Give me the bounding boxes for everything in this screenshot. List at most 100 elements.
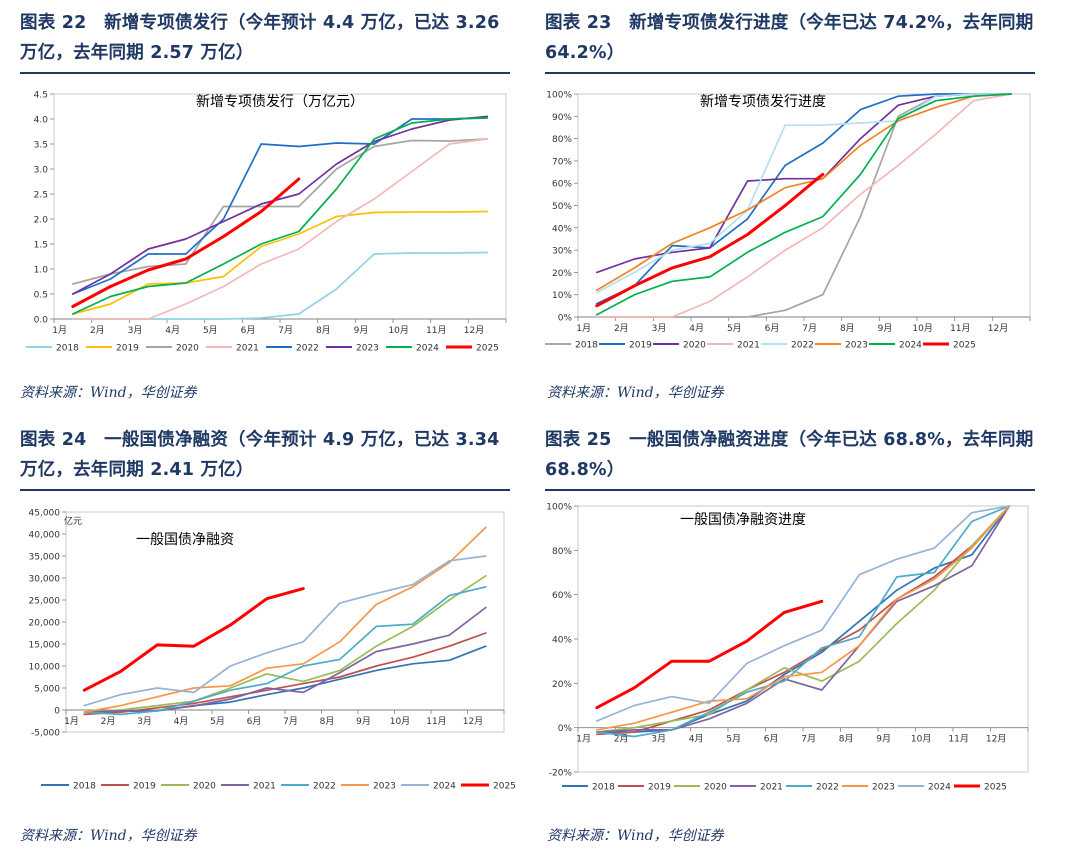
- legend-label-2023: 2023: [356, 344, 379, 354]
- series-line-2025: [595, 599, 824, 710]
- y-tick-label: 3.0: [34, 166, 49, 176]
- x-tick-label: 6月: [241, 325, 256, 336]
- x-tick-label: 8月: [840, 323, 855, 334]
- series-line-2025: [71, 177, 301, 308]
- legend-label-2023: 2023: [845, 341, 868, 351]
- y-tick-label: 4.5: [34, 91, 48, 101]
- legend-label-2021: 2021: [236, 344, 259, 354]
- series-line-2021: [83, 606, 487, 714]
- x-tick-label: 4月: [174, 716, 189, 727]
- x-tick-label: 1月: [52, 325, 67, 336]
- series-line-2023: [595, 505, 1011, 731]
- y-tick-label: -20%: [549, 769, 573, 779]
- y-tick-label: 1.0: [34, 266, 49, 276]
- plot-area: [65, 511, 505, 733]
- x-tick-label: 4月: [165, 325, 180, 336]
- y-tick-label: 100%: [546, 91, 572, 101]
- series-line-2023: [595, 93, 1013, 292]
- unit-label: 亿元: [64, 515, 82, 527]
- series-line-2022: [595, 505, 1011, 738]
- legend-label-2019: 2019: [133, 782, 156, 792]
- x-tick-label: 8月: [316, 325, 331, 336]
- y-tick-label: 5,000: [34, 685, 60, 695]
- panel-figure-24: 图表 24 一般国债净融资（今年预计 4.9 万亿，已达 3.34 万亿，去年同…: [20, 425, 510, 491]
- legend-label-2024: 2024: [899, 341, 922, 351]
- legend-label-2025: 2025: [476, 344, 499, 354]
- x-tick-label: 1月: [576, 323, 591, 334]
- series-line-2024: [71, 117, 489, 315]
- x-tick-label: 10月: [911, 734, 931, 745]
- title-rule: [20, 72, 510, 74]
- x-tick-label: 7月: [802, 323, 817, 334]
- y-tick-label: 60%: [552, 180, 572, 190]
- chart-title: 新增专项债发行进度: [700, 94, 826, 110]
- y-tick-label: 40%: [552, 224, 572, 234]
- y-tick-label: 40%: [552, 636, 572, 646]
- legend-label-2019: 2019: [648, 783, 671, 793]
- y-tick-label: 0.0: [34, 316, 49, 326]
- figure-title: 图表 24 一般国债净融资（今年预计 4.9 万亿，已达 3.34 万亿，去年同…: [20, 430, 500, 480]
- x-tick-label: 9月: [878, 323, 893, 334]
- legend-label-2025: 2025: [984, 783, 1007, 793]
- legend-label-2022: 2022: [313, 782, 336, 792]
- x-tick-label: 2月: [614, 323, 629, 334]
- legend-label-2025: 2025: [953, 341, 976, 351]
- title-rule: [545, 72, 1035, 74]
- y-tick-label: 10%: [552, 291, 572, 301]
- series-line-2024: [595, 93, 1013, 316]
- x-tick-label: 11月: [948, 734, 968, 745]
- x-tick-label: 6月: [764, 734, 779, 745]
- y-tick-label: 0%: [558, 314, 573, 324]
- legend-label-2018: 2018: [73, 782, 96, 792]
- y-tick-label: 80%: [552, 135, 572, 145]
- x-tick-label: 2月: [90, 325, 105, 336]
- source-note: 资料来源：Wind，华创证券: [547, 385, 724, 401]
- legend-label-2020: 2020: [704, 783, 727, 793]
- y-tick-label: 2.0: [34, 216, 49, 226]
- y-tick-label: 100%: [546, 503, 572, 513]
- x-tick-label: 3月: [128, 325, 143, 336]
- x-tick-label: 11月: [426, 325, 446, 336]
- x-tick-label: 11月: [426, 716, 446, 727]
- series-line-2022: [595, 93, 1013, 294]
- legend-label-2019: 2019: [629, 341, 652, 351]
- x-tick-label: 1月: [64, 716, 79, 727]
- figure-title: 图表 22 新增专项债发行（今年预计 4.4 万亿，已达 3.26 万亿，去年同…: [20, 13, 500, 63]
- x-tick-label: 1月: [576, 734, 591, 745]
- x-tick-label: 11月: [950, 323, 970, 334]
- x-tick-label: 3月: [651, 734, 666, 745]
- chart-treasury-net-financing: -5,000 0 5,000 10,000 15,000 20,000 25,000 30,0…: [29, 509, 516, 792]
- legend-label-2020: 2020: [176, 344, 199, 354]
- title-rule: [545, 489, 1035, 491]
- series-line-2022: [83, 585, 487, 716]
- x-tick-label: 2月: [101, 716, 116, 727]
- x-tick-label: 12月: [988, 323, 1008, 334]
- legend-label-2018: 2018: [592, 783, 615, 793]
- x-tick-label: 5月: [210, 716, 225, 727]
- panel-figure-23: 图表 23 新增专项债发行进度（今年已达 74.2%，去年同期 64.2%）: [545, 8, 1035, 74]
- y-tick-label: 50%: [552, 202, 572, 212]
- y-tick-label: 4.0: [34, 116, 49, 126]
- legend-label-2022: 2022: [296, 344, 319, 354]
- series-line-2024: [595, 505, 1011, 722]
- series-line-2019: [83, 632, 487, 716]
- title-rule: [20, 489, 510, 491]
- x-tick-label: 6月: [765, 323, 780, 334]
- series-line-2021: [595, 93, 1013, 318]
- legend-label-2022: 2022: [791, 341, 814, 351]
- x-tick-label: 7月: [278, 325, 293, 336]
- legend-label-2021: 2021: [737, 341, 760, 351]
- x-tick-label: 5月: [726, 734, 741, 745]
- panel-figure-22: 图表 22 新增专项债发行（今年预计 4.4 万亿，已达 3.26 万亿，去年同…: [20, 8, 510, 74]
- series-line-2025: [82, 587, 305, 692]
- y-tick-label: 2.5: [34, 191, 48, 201]
- chart-title: 新增专项债发行（万亿元）: [196, 94, 364, 110]
- legend-label-2021: 2021: [760, 783, 783, 793]
- legend-label-2019: 2019: [116, 344, 139, 354]
- x-tick-label: 12月: [986, 734, 1006, 745]
- series-line-2022: [71, 116, 489, 295]
- chart-special-bond-issuance: 0.0 0.5 1.0 1.5 2.0 2.5 3.0 3.5 4.0 4.5 1月 2月 3月 4月 5月…: [26, 91, 507, 354]
- figure-title: 图表 25 一般国债净融资进度（今年已达 68.8%，去年同期 68.8%）: [545, 430, 1034, 480]
- x-tick-label: 12月: [463, 716, 483, 727]
- legend-label-2020: 2020: [683, 341, 706, 351]
